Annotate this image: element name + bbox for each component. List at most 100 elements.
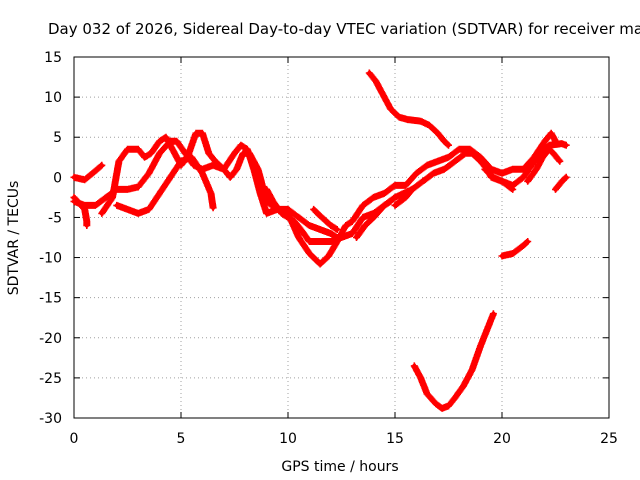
data-point xyxy=(559,141,565,146)
data-point xyxy=(307,223,312,228)
x-axis-title: GPS time / hours xyxy=(281,459,398,475)
y-tick-label: -5 xyxy=(48,210,62,226)
series-track-7 xyxy=(310,205,341,233)
x-tick-label: 25 xyxy=(600,431,618,447)
data-point xyxy=(510,251,515,256)
data-point xyxy=(93,168,98,174)
data-point xyxy=(409,187,415,192)
data-point xyxy=(557,159,562,164)
data-point xyxy=(238,143,244,148)
data-point xyxy=(350,231,355,236)
series-track-10 xyxy=(481,165,517,193)
data-point xyxy=(335,227,340,232)
data-point xyxy=(125,207,130,212)
y-tick-label: 10 xyxy=(44,90,62,106)
data-point xyxy=(546,143,552,148)
data-point xyxy=(136,184,141,190)
data-point xyxy=(546,147,552,152)
data-point xyxy=(136,147,141,152)
data-point xyxy=(403,183,408,188)
data-point xyxy=(439,406,445,411)
data-point xyxy=(71,175,77,180)
data-point xyxy=(482,167,488,172)
x-tick-label: 10 xyxy=(279,431,297,447)
data-point xyxy=(371,215,376,220)
data-point xyxy=(114,203,120,208)
data-point xyxy=(103,195,109,200)
y-tick-label: 0 xyxy=(53,170,62,186)
series-track-1 xyxy=(70,161,106,184)
data-point xyxy=(564,175,569,180)
data-point xyxy=(367,70,372,76)
data-point xyxy=(431,171,436,176)
data-point xyxy=(99,163,105,168)
data-point xyxy=(559,179,565,184)
data-point xyxy=(245,147,250,152)
data-points xyxy=(70,69,570,412)
x-tick-label: 0 xyxy=(70,431,79,447)
data-point xyxy=(296,235,301,240)
data-point xyxy=(328,239,333,244)
data-point xyxy=(328,223,333,228)
y-tick-label: -10 xyxy=(39,251,62,267)
data-point xyxy=(553,187,558,192)
data-point xyxy=(317,213,323,218)
data-point xyxy=(360,215,366,220)
series-track-5 xyxy=(113,153,217,217)
data-point xyxy=(424,163,430,168)
data-point xyxy=(484,327,490,332)
data-point xyxy=(403,195,408,200)
data-point xyxy=(234,167,239,172)
data-point xyxy=(478,159,483,164)
data-point xyxy=(326,253,331,259)
data-point xyxy=(564,143,569,148)
data-point xyxy=(463,151,468,156)
series-track-14 xyxy=(552,173,570,193)
data-point xyxy=(435,159,440,164)
data-point xyxy=(442,167,447,172)
data-point xyxy=(392,183,398,188)
data-point xyxy=(392,203,398,208)
data-point xyxy=(279,211,284,216)
axis-ticks: 0 5 10 15 20 25 -30 -25 -20 -15 -10 -5 0 5 10 15 xyxy=(39,50,618,447)
data-point xyxy=(163,135,169,140)
data-point xyxy=(397,115,402,120)
data-point xyxy=(469,367,475,373)
data-point xyxy=(461,383,466,389)
data-point xyxy=(525,179,530,184)
y-tick-label: -30 xyxy=(39,411,62,427)
data-point xyxy=(157,191,162,196)
data-point xyxy=(418,119,423,124)
data-point xyxy=(228,175,233,180)
data-point xyxy=(435,131,440,136)
data-point xyxy=(99,211,105,216)
data-point xyxy=(84,219,90,224)
data-point xyxy=(210,205,216,210)
data-point xyxy=(433,401,438,406)
data-point xyxy=(208,191,214,196)
data-point xyxy=(521,175,526,180)
data-point xyxy=(388,106,393,112)
data-point xyxy=(200,171,205,176)
plot-frame xyxy=(73,56,610,419)
data-point xyxy=(534,167,539,172)
data-point xyxy=(382,191,387,196)
data-point xyxy=(307,251,312,256)
data-point xyxy=(354,235,359,240)
data-point xyxy=(270,199,276,204)
data-point xyxy=(542,139,547,144)
data-point xyxy=(206,151,211,156)
data-point xyxy=(510,187,515,192)
data-point xyxy=(170,147,175,152)
data-point xyxy=(418,375,423,381)
data-point xyxy=(148,151,154,156)
series-track-13 xyxy=(498,238,532,260)
data-point xyxy=(424,391,430,397)
series-track-4 xyxy=(98,129,559,268)
data-point xyxy=(82,203,87,208)
x-tick-label: 5 xyxy=(177,431,186,447)
data-point xyxy=(446,143,451,148)
data-point xyxy=(469,151,475,156)
data-point xyxy=(350,219,355,224)
data-point xyxy=(142,155,147,160)
